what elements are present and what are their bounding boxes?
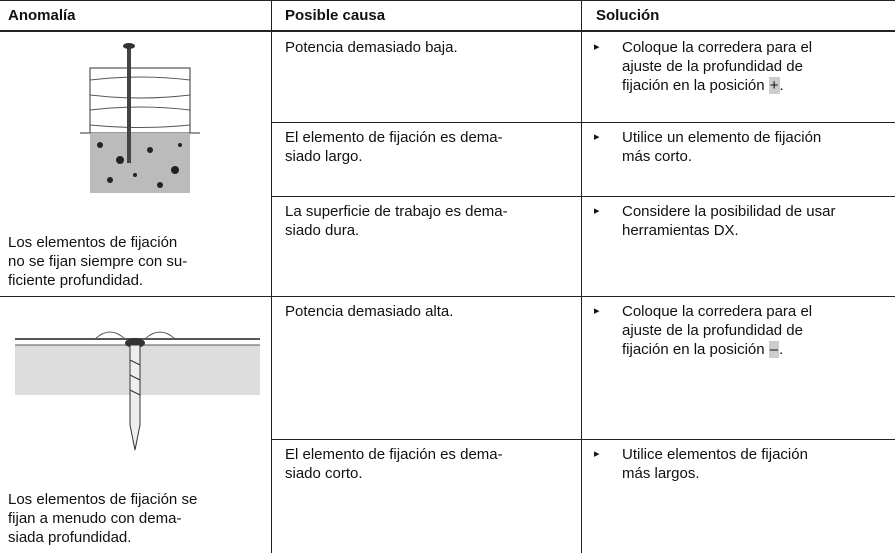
symbol: – [768, 341, 780, 358]
bullet: ▸ [594, 41, 600, 53]
header-cell: Solución [596, 7, 660, 24]
header-cell: Posible causa [285, 7, 386, 24]
rule [271, 0, 272, 32]
cause-line: siado dura. [285, 222, 360, 239]
punct: . [779, 341, 784, 358]
cause-line: siado largo. [285, 148, 363, 165]
rule [0, 296, 895, 297]
rule [581, 296, 582, 553]
solution-line: Utilice elementos de fijación [622, 446, 808, 463]
solution-line: ajuste de la profundidad de [622, 58, 803, 75]
rule [0, 30, 895, 32]
anomaly-line: Los elementos de fijación se [8, 491, 198, 508]
anomaly-line: ficiente profundidad. [8, 272, 144, 289]
rule [271, 196, 895, 197]
bullet: ▸ [594, 305, 600, 317]
rule [271, 439, 895, 440]
solution-line: más largos. [622, 465, 700, 482]
symbol: + [768, 77, 780, 94]
solution-line: ajuste de la profundidad de [622, 322, 803, 339]
solution-line: Utilice un elemento de fijación [622, 129, 822, 146]
rule [0, 0, 895, 1]
solution-line: fijación en la posición –. [622, 341, 784, 358]
punct: . [779, 77, 784, 94]
anomaly-line: no se fijan siempre con su- [8, 253, 188, 270]
cause-line: siado corto. [285, 465, 363, 482]
solution-line: más corto. [622, 148, 693, 165]
cause-line: Potencia demasiado alta. [285, 303, 454, 320]
cause-line: Potencia demasiado baja. [285, 39, 458, 56]
solution-line: fijación en la posición +. [622, 77, 784, 94]
anomaly-line: siada profundidad. [8, 529, 132, 546]
bullet: ▸ [594, 448, 600, 460]
solution-line: Coloque la corredera para el [622, 39, 813, 56]
anomaly-line: fijan a menudo con dema- [8, 510, 182, 527]
anomaly-line: Los elementos de fijación [8, 234, 178, 251]
rule [581, 0, 582, 32]
rule [581, 32, 582, 296]
bullet: ▸ [594, 205, 600, 217]
illustration-deep [15, 331, 260, 451]
rule [271, 296, 272, 553]
solution-line: herramientas DX. [622, 222, 739, 239]
cause-line: La superficie de trabajo es dema- [285, 203, 508, 220]
solution-line: Considere la posibilidad de usar [622, 203, 836, 220]
rule [271, 122, 895, 123]
rule [271, 32, 272, 296]
illustration-shallow [80, 43, 200, 193]
solution-line: Coloque la corredera para el [622, 303, 813, 320]
cause-line: El elemento de fijación es dema- [285, 446, 503, 463]
header-cell: Anomalía [8, 7, 76, 24]
bullet: ▸ [594, 131, 600, 143]
cause-line: El elemento de fijación es dema- [285, 129, 503, 146]
